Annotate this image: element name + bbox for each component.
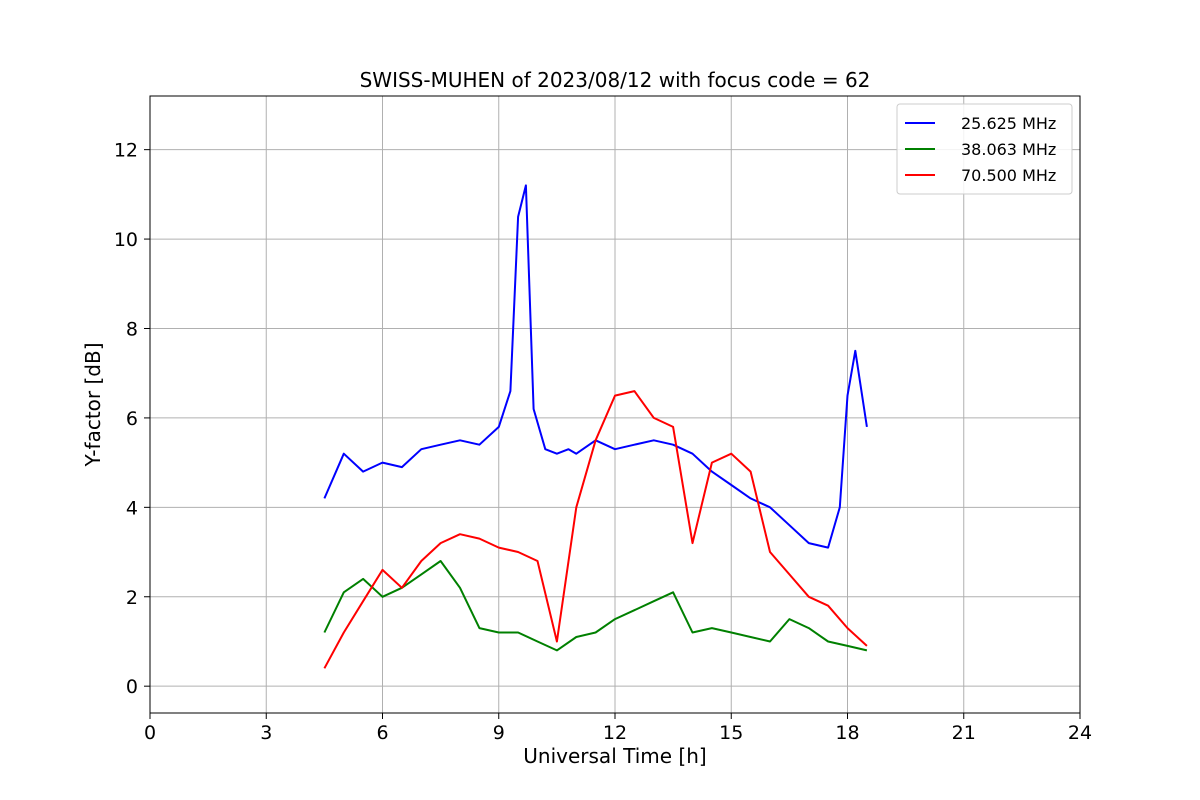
- y-tick-label: 10: [114, 229, 138, 251]
- y-tick-label: 6: [126, 408, 138, 430]
- series-line-2: [323, 560, 868, 652]
- x-tick-label: 0: [144, 722, 156, 744]
- x-axis-label: Universal Time [h]: [523, 744, 706, 768]
- y-tick-label: 0: [126, 676, 138, 698]
- x-tick-label: 12: [603, 722, 627, 744]
- y-axis-label: Y-factor [dB]: [81, 342, 105, 467]
- x-tick-label: 6: [376, 722, 388, 744]
- y-tick-label: 2: [126, 587, 138, 609]
- x-tick-label: 21: [952, 722, 976, 744]
- y-tick-label: 8: [126, 318, 138, 340]
- legend-entry: 38.063 MHz: [961, 140, 1056, 159]
- y-tick-label: 4: [126, 497, 138, 519]
- plot-series: [323, 184, 868, 669]
- x-tick-label: 9: [493, 722, 505, 744]
- legend-entry: 25.625 MHz: [961, 114, 1056, 133]
- legend: 25.625 MHz 38.063 MHz 70.500 MHz: [896, 103, 1073, 195]
- series-line-1: [323, 184, 868, 549]
- x-tick-label: 3: [260, 722, 272, 744]
- x-tick-label: 18: [835, 722, 859, 744]
- chart-title: SWISS-MUHEN of 2023/08/12 with focus cod…: [360, 68, 871, 92]
- x-tick-label: 24: [1068, 722, 1092, 744]
- x-tick-label: 15: [719, 722, 743, 744]
- y-tick-label: 12: [114, 140, 138, 162]
- series-line-3: [323, 390, 868, 669]
- legend-box: [896, 103, 1073, 195]
- legend-entry: 70.500 MHz: [961, 166, 1056, 185]
